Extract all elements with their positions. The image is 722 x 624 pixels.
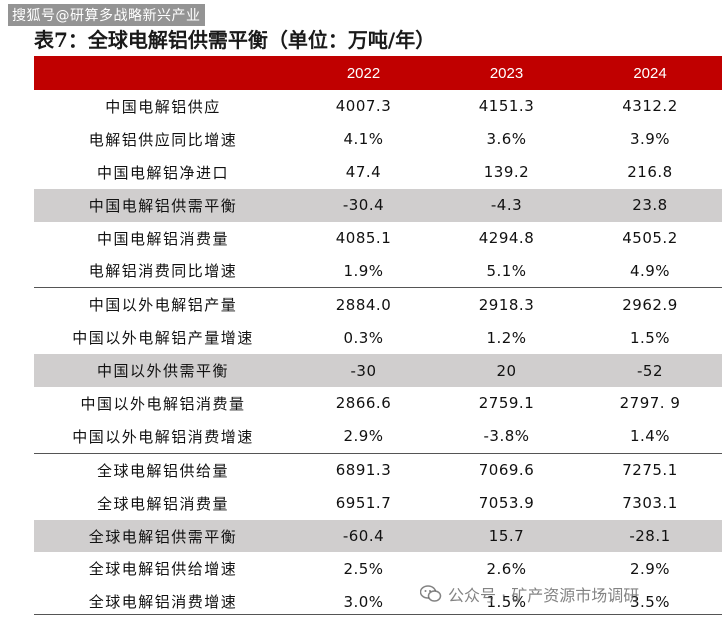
cell-2023: 139.2	[483, 163, 530, 182]
table-row: 中国电解铝净进口 47.4 139.2 216.8	[34, 156, 722, 189]
cell-2024: 4505.2	[622, 229, 678, 247]
table-row: 中国以外电解铝消费量 2866.6 2759.1 2797. 9	[34, 387, 722, 420]
row-label: 全球电解铝消费量	[96, 494, 229, 513]
table-row: 全球电解铝消费增速 3.0% 1.5% 3.5%	[34, 585, 722, 618]
row-label: 全球电解铝供需平衡	[34, 519, 292, 553]
cell-2024: 216.8	[627, 163, 673, 182]
header-2024: 2024	[578, 56, 722, 90]
cell-2024: 1.5%	[629, 328, 671, 347]
table-row: 中国以外供需平衡 -30 20 -52	[34, 354, 722, 388]
watermark-top: 搜狐号@研算多战略新兴产业	[8, 4, 205, 26]
cell-2022: 2.9%	[343, 427, 384, 446]
cell-2023: 7053.9	[478, 494, 535, 513]
cell-2024: 3.9%	[629, 130, 671, 149]
cell-2023: 15.7	[435, 519, 578, 553]
table-row: 中国电解铝消费量 4085.1 4294.8 4505.2	[34, 222, 722, 255]
cell-2024: 7303.1	[622, 494, 678, 513]
cell-2024: -52	[578, 354, 722, 388]
cell-2022: 2866.6	[335, 394, 392, 413]
table-row: 中国电解铝供应 4007.3 4151.3 4312.2	[34, 90, 722, 123]
cell-2022: 4007.3	[335, 97, 392, 116]
table-bottom-border	[34, 614, 722, 615]
table-row: 全球电解铝消费量 6951.7 7053.9 7303.1	[34, 487, 722, 520]
wechat-icon	[419, 585, 442, 603]
row-label: 全球电解铝消费增速	[88, 593, 238, 612]
cell-2024: 23.8	[578, 188, 722, 222]
cell-2022: 4085.1	[335, 229, 392, 247]
cell-2023: 2759.1	[478, 394, 535, 413]
supply-demand-table-container: 2022 2023 2024 中国电解铝供应 4007.3 4151.3 4312.2…	[34, 56, 722, 618]
cell-2024: -28.1	[578, 519, 722, 553]
row-label: 中国电解铝消费量	[96, 229, 229, 248]
watermark-bottom-text: 公众号 · 矿产资源市场调研	[448, 586, 640, 605]
table-row: 全球电解铝供需平衡 -60.4 15.7 -28.1	[34, 519, 722, 553]
cell-2022: 3.0%	[343, 592, 384, 611]
cell-2023: 2.6%	[486, 559, 527, 578]
cell-2022: 6891.3	[292, 452, 435, 487]
row-label: 中国以外供需平衡	[34, 354, 292, 388]
header-2023: 2023	[435, 56, 578, 90]
table-body: 中国电解铝供应 4007.3 4151.3 4312.2 电解铝供应同比增速 4.1% 3.…	[34, 90, 722, 618]
row-label: 全球电解铝供给量	[34, 452, 292, 487]
row-label: 电解铝供应同比增速	[88, 130, 238, 149]
cell-2023: 4151.3	[478, 97, 535, 116]
table-row: 中国以外电解铝消费增速 2.9% -3.8% 1.4%	[34, 420, 722, 453]
cell-2023: 20	[435, 354, 578, 388]
cell-2022: 0.3%	[343, 328, 384, 347]
watermark-bottom: 公众号 · 矿产资源市场调研	[419, 582, 640, 606]
cell-2022: 6951.7	[335, 494, 392, 513]
table-row: 中国以外电解铝产量增速 0.3% 1.2% 1.5%	[34, 321, 722, 354]
row-label: 中国电解铝供应	[105, 97, 221, 116]
cell-2023: 2918.3	[435, 287, 578, 322]
cell-2023: 5.1%	[486, 261, 527, 280]
supply-demand-table: 2022 2023 2024 中国电解铝供应 4007.3 4151.3 4312.2…	[34, 56, 722, 618]
cell-2022: -30	[292, 354, 435, 388]
table-row: 电解铝供应同比增速 4.1% 3.6% 3.9%	[34, 123, 722, 156]
cell-2024: 2797. 9	[619, 394, 681, 413]
cell-2023: 7069.6	[435, 452, 578, 487]
cell-2024: 1.4%	[629, 427, 671, 446]
row-label: 中国电解铝供需平衡	[34, 188, 292, 222]
row-label: 中国以外电解铝消费量	[80, 394, 246, 413]
cell-2024: 4312.2	[622, 97, 678, 116]
table-title: 表7：全球电解铝供需平衡（单位：万吨/年）	[34, 28, 436, 52]
row-label: 中国电解铝净进口	[96, 163, 229, 182]
cell-2022: -60.4	[292, 519, 435, 553]
table-row: 电解铝消费同比增速 1.9% 5.1% 4.9%	[34, 254, 722, 287]
row-label: 中国以外电解铝产量增速	[72, 329, 254, 348]
cell-2024: 2.9%	[629, 559, 671, 578]
table-row: 中国以外电解铝产量 2884.0 2918.3 2962.9	[34, 287, 722, 322]
cell-2024: 7275.1	[578, 452, 722, 487]
cell-2022: 2.5%	[343, 559, 384, 578]
cell-2024: 4.9%	[629, 261, 671, 280]
header-label	[34, 56, 292, 90]
cell-2022: 4.1%	[343, 130, 384, 149]
row-label: 中国以外电解铝产量	[34, 287, 292, 322]
table-row: 中国电解铝供需平衡 -30.4 -4.3 23.8	[34, 188, 722, 222]
table-header-row: 2022 2023 2024	[34, 56, 722, 90]
cell-2023: 1.5%	[486, 592, 527, 611]
cell-2024: 2962.9	[578, 287, 722, 322]
row-label: 中国以外电解铝消费增速	[72, 427, 254, 446]
cell-2022: 2884.0	[292, 287, 435, 322]
cell-2023: 3.6%	[486, 130, 527, 149]
cell-2023: 4294.8	[478, 229, 535, 247]
cell-2023: -4.3	[435, 188, 578, 222]
header-2022: 2022	[292, 56, 435, 90]
cell-2022: -30.4	[292, 188, 435, 222]
cell-2022: 47.4	[345, 163, 382, 182]
cell-2024: 3.5%	[629, 592, 671, 611]
cell-2022: 1.9%	[343, 261, 384, 280]
row-label: 电解铝消费同比增速	[88, 262, 238, 281]
cell-2023: -3.8%	[483, 427, 530, 446]
table-row: 全球电解铝供给增速 2.5% 2.6% 2.9%	[34, 552, 722, 585]
row-label: 全球电解铝供给增速	[88, 560, 238, 579]
cell-2023: 1.2%	[486, 328, 527, 347]
table-row: 全球电解铝供给量 6891.3 7069.6 7275.1	[34, 452, 722, 487]
